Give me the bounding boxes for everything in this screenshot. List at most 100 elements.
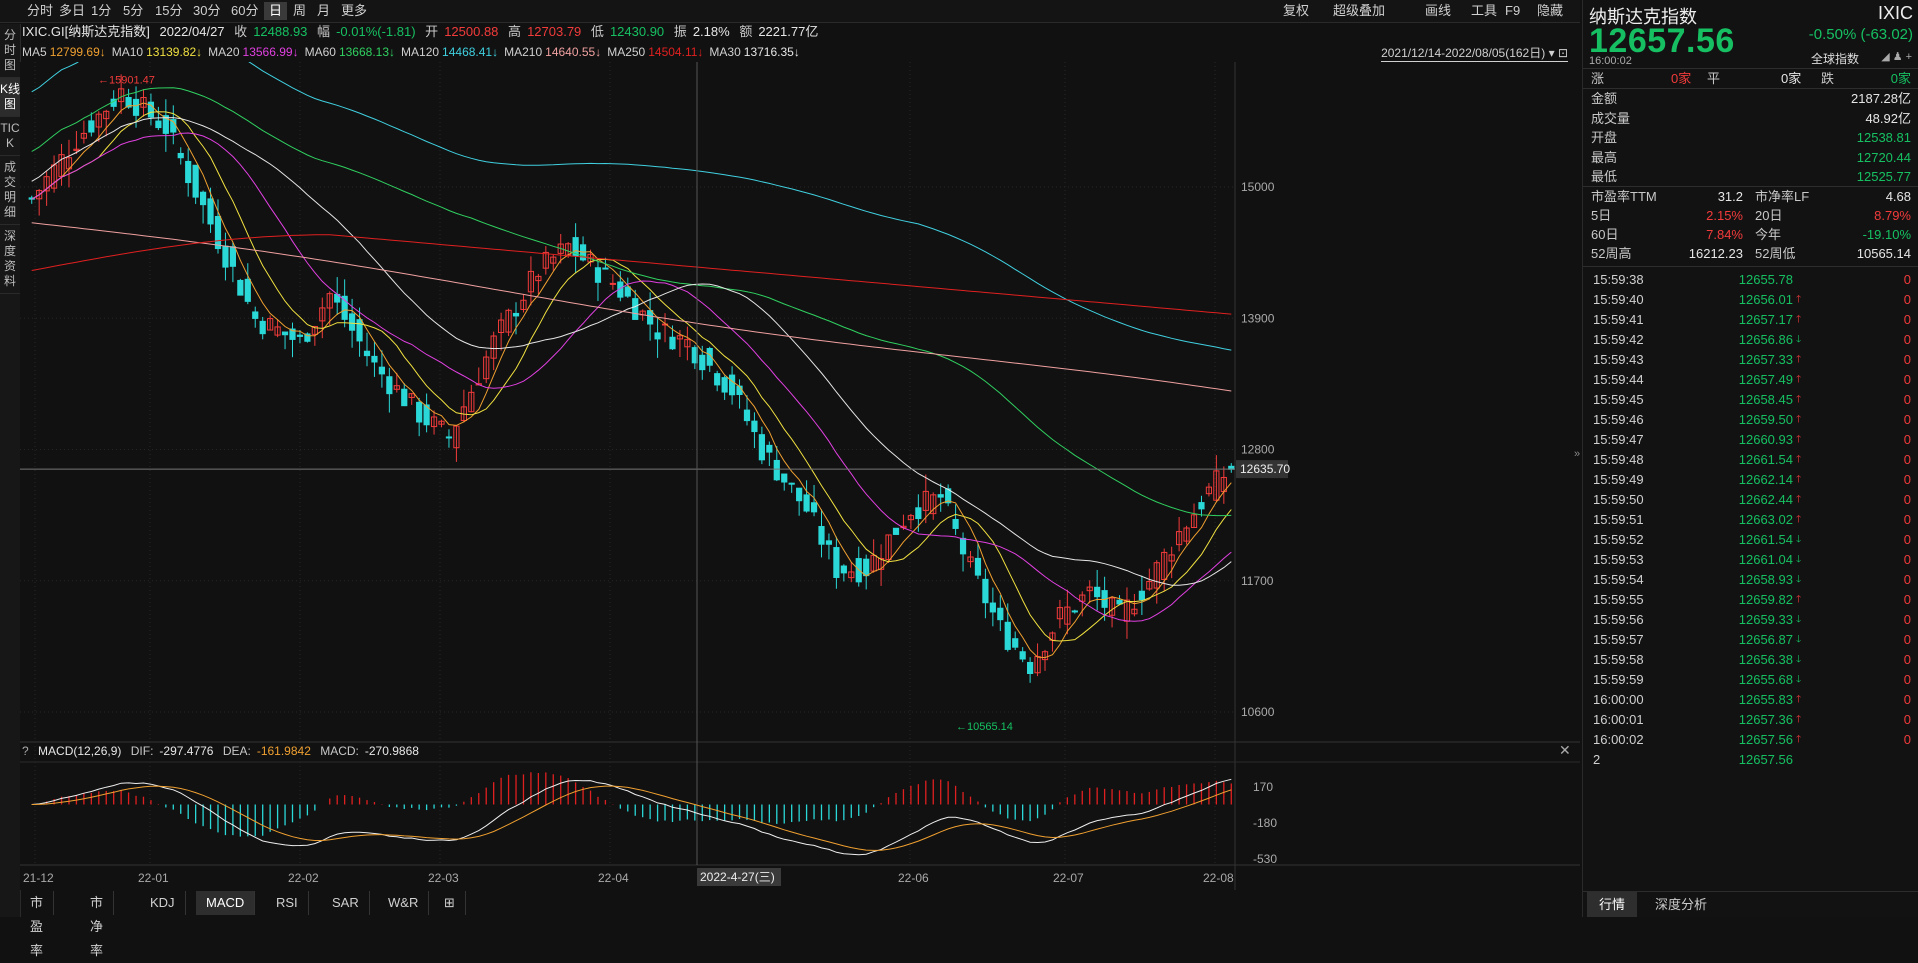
candle-body <box>1168 554 1175 562</box>
candle-body <box>155 120 162 129</box>
date-range[interactable]: 2021/12/14-2022/08/05(162日) ▾ ⊡ <box>1381 44 1568 62</box>
period-tab-5[interactable]: 30分 <box>193 3 221 18</box>
indicator-tab-0[interactable]: 市盈率 <box>20 891 55 958</box>
candle-body <box>997 607 1004 621</box>
candle-body <box>356 319 363 342</box>
tool-4[interactable]: F9 <box>1505 3 1521 18</box>
candle-body <box>498 319 505 333</box>
open-value: 12500.88 <box>444 24 499 39</box>
vtab-0[interactable]: 分时图 <box>0 24 20 78</box>
indicator-tab-2[interactable]: KDJ <box>140 891 186 915</box>
tool-3[interactable]: 工具 <box>1471 3 1498 18</box>
candle-body <box>378 366 386 375</box>
arrow-up-icon: 🡑 <box>1796 374 1802 385</box>
tool-1[interactable]: 超级叠加 <box>1333 3 1386 18</box>
candle-body <box>825 540 833 545</box>
indicator-tab-4[interactable]: RSI <box>266 891 309 915</box>
vtab-1[interactable]: K线图 <box>0 78 20 117</box>
candle-body <box>535 275 542 282</box>
period-tab-2[interactable]: 1分 <box>91 3 112 18</box>
tool-2[interactable]: 画线 <box>1425 3 1452 18</box>
period-tab-10[interactable]: 更多 <box>341 3 368 18</box>
tick-row: 15:59:59 12655.68 🡓 0 <box>1583 670 1918 690</box>
candle-body <box>609 282 616 285</box>
arrow-down-icon: 🡓 <box>1796 554 1802 565</box>
vtab-3[interactable]: 成交明细 <box>0 156 20 225</box>
tick-row: 15:59:42 12656.86 🡓 0 <box>1583 330 1918 350</box>
candle-body <box>274 326 281 336</box>
candle-body <box>907 515 914 521</box>
arrow-down-icon: 🡓 <box>1796 674 1802 685</box>
tick-row: 15:59:50 12662.44 🡑 0 <box>1583 490 1918 510</box>
candle-body <box>162 115 169 134</box>
period-tab-0[interactable]: 分时 <box>27 3 54 18</box>
candle-body <box>714 373 721 386</box>
candle-body <box>594 267 602 283</box>
period-tab-3[interactable]: 5分 <box>123 3 144 18</box>
candle-body <box>952 519 959 529</box>
candle-body <box>773 459 780 481</box>
ma-label-0: MA5 <box>22 45 47 59</box>
arrow-up-icon: 🡑 <box>1796 294 1802 305</box>
amp-value: 2.18% <box>692 24 730 39</box>
tick-row: 15:59:56 12659.33 🡓 0 <box>1583 610 1918 630</box>
candle-body <box>371 355 378 363</box>
question-icon[interactable]: ? <box>22 744 29 758</box>
tick-row: 15:59:43 12657.33 🡑 0 <box>1583 350 1918 370</box>
panel-tab-1[interactable]: 深度分析 <box>1655 897 1708 912</box>
tool-0[interactable]: 复权 <box>1283 3 1310 18</box>
indicator-tab-3[interactable]: MACD <box>196 891 256 915</box>
stat-row-3: 最高 12720.44 <box>1591 149 1911 165</box>
tick-row: 15:59:44 12657.49 🡑 0 <box>1583 370 1918 390</box>
period-tab-9[interactable]: 月 <box>317 3 331 18</box>
candle-body <box>989 602 996 613</box>
indicator-tab-5[interactable]: SAR <box>322 891 370 915</box>
tick-row: 15:59:53 12661.04 🡓 0 <box>1583 550 1918 570</box>
amount-label: 额 <box>739 24 753 39</box>
chevron-right-icon[interactable]: » <box>1574 448 1581 460</box>
period-tab-1[interactable]: 多日 <box>59 3 86 18</box>
indicator-tab-1[interactable]: 市净率 <box>80 891 115 958</box>
indicator-tab-6[interactable]: W&R <box>378 891 430 915</box>
candle-body <box>1131 608 1138 615</box>
ma-value-3: 13668.13↓ <box>338 45 396 59</box>
lock-icon[interactable]: ⊡ <box>1557 46 1568 60</box>
candle-body <box>512 312 520 317</box>
chevron-down-icon[interactable]: ▾ <box>1548 46 1555 60</box>
global-index-link[interactable]: 全球指数 <box>1810 52 1859 66</box>
period-tab-4[interactable]: 15分 <box>155 3 183 18</box>
close-icon[interactable]: ✕ <box>1559 742 1571 758</box>
kline-chart[interactable]: 15000 13900 12800 11700 10600 21-12 22-01 22-02… <box>20 62 1580 890</box>
candle-body <box>877 558 885 570</box>
candle-body <box>885 534 892 561</box>
candle-body <box>1176 531 1183 546</box>
panel-tab-0[interactable]: 行情 <box>1587 892 1638 917</box>
period-tab-7[interactable]: 日 <box>264 2 288 20</box>
dea-label: DEA: <box>222 744 251 758</box>
breadth-row: 涨 0家 平 0家 跌 0家 <box>1583 69 1918 88</box>
fall-value: 0家 <box>1890 71 1911 86</box>
candle-body <box>289 328 296 340</box>
plus-icon[interactable]: ⊞ <box>434 891 466 915</box>
candle-body <box>945 488 952 504</box>
stat-row-2: 开盘 12538.81 <box>1591 130 1911 145</box>
d5-row: 5日 2.15% 20日 8.79% <box>1591 208 1911 223</box>
period-tab-6[interactable]: 60分 <box>231 3 259 18</box>
last-price: 12657.56 <box>1589 22 1735 60</box>
arrow-down-icon: 🡓 <box>1796 614 1802 625</box>
candle-body <box>1094 586 1101 598</box>
ma120-line <box>31 62 1232 351</box>
panel-icons[interactable]: ◢♟+ <box>1881 50 1915 63</box>
candle-body <box>892 527 900 535</box>
candle-body <box>840 565 847 574</box>
period-tab-8[interactable]: 周 <box>293 3 307 18</box>
ma-label-2: MA20 <box>208 45 240 59</box>
stat-row-1: 成交量 48.92亿 <box>1591 110 1911 126</box>
vtab-2[interactable]: TICK <box>0 117 20 156</box>
candle-body <box>43 176 50 192</box>
vtab-4[interactable]: 深度资料 <box>0 225 20 294</box>
pe-row: 市盈率TTM 31.2 市净率LF 4.68 <box>1591 189 1911 204</box>
tick-row: 15:59:48 12661.54 🡑 0 <box>1583 450 1918 470</box>
y-tick-label: 15000 <box>1241 180 1275 194</box>
tool-5[interactable]: 隐藏 <box>1537 3 1564 18</box>
